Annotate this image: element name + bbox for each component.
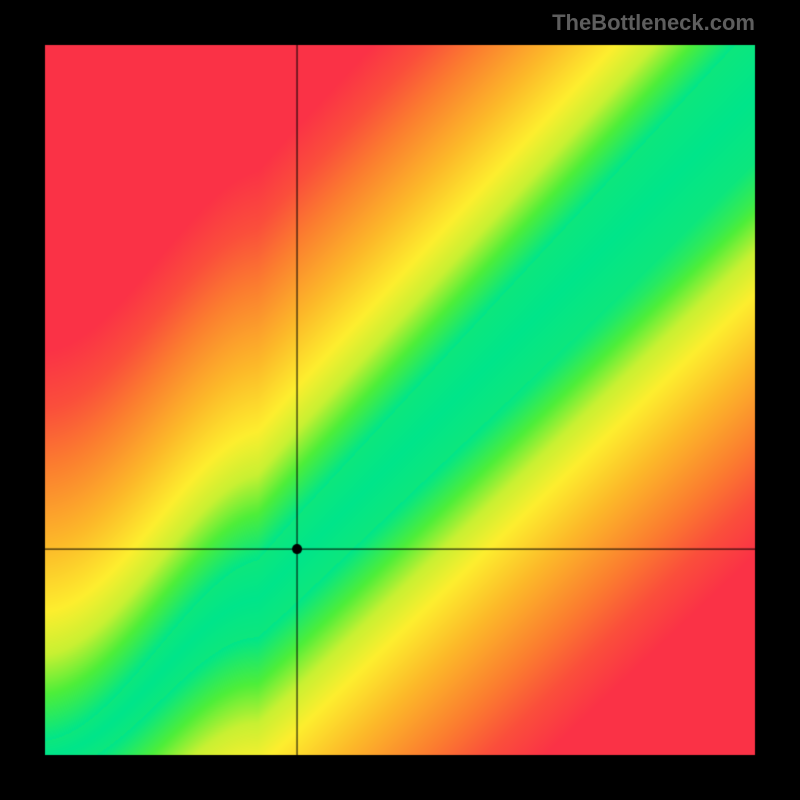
bottleneck-heatmap xyxy=(0,0,800,800)
figure-container: TheBottleneck.com xyxy=(0,0,800,800)
watermark-text: TheBottleneck.com xyxy=(552,10,755,36)
